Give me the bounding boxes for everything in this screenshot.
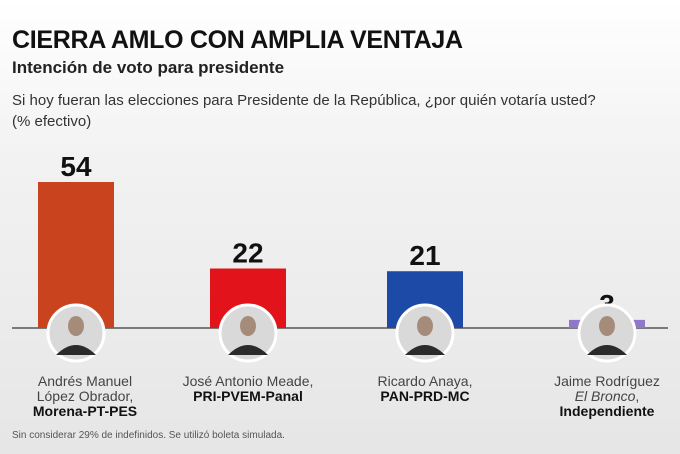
candidate-portrait-meade [218, 303, 278, 363]
survey-question: Si hoy fueran las elecciones para Presid… [12, 90, 596, 132]
value-label-meade: 22 [232, 238, 263, 269]
candidate-name: Ricardo Anaya, [377, 373, 473, 389]
candidate-party: PAN-PRD-MC [380, 388, 470, 404]
candidate-label-rodriguez: Jaime Rodríguez El Bronco, Independiente [522, 374, 680, 419]
candidate-name: José Antonio Meade, [182, 373, 314, 389]
value-label-amlo: 54 [60, 151, 92, 182]
unit-note: (% efectivo) [12, 113, 92, 130]
value-label-anaya: 21 [409, 240, 440, 271]
candidate-party: Morena-PT-PES [32, 403, 138, 419]
nickname-comma: , [635, 388, 640, 404]
candidate-label-amlo: Andrés Manuel López Obrador, Morena-PT-P… [0, 374, 170, 419]
candidate-label-meade: José Antonio Meade, PRI-PVEM-Panal [163, 374, 333, 404]
candidate-name: López Obrador, [36, 388, 134, 404]
candidate-nickname-line: El Bronco, [522, 389, 680, 404]
candidate-nickname: El Bronco [574, 388, 636, 404]
chart-title: CIERRA AMLO CON AMPLIA VENTAJA [12, 26, 463, 54]
question-text: Si hoy fueran las elecciones para Presid… [12, 92, 596, 109]
candidate-portrait-rodriguez [577, 303, 637, 363]
candidate-label-anaya: Ricardo Anaya, PAN-PRD-MC [340, 374, 510, 404]
candidate-name: Andrés Manuel [37, 373, 133, 389]
chart-subtitle: Intención de voto para presidente [12, 58, 285, 77]
candidate-party: Independiente [559, 403, 655, 419]
candidate-name: Jaime Rodríguez [554, 373, 660, 389]
candidate-portrait-amlo [46, 303, 106, 363]
footnote: Sin considerar 29% de indefinidos. Se ut… [12, 430, 285, 441]
candidate-portrait-anaya [395, 303, 455, 363]
candidate-party: PRI-PVEM-Panal [193, 388, 303, 404]
